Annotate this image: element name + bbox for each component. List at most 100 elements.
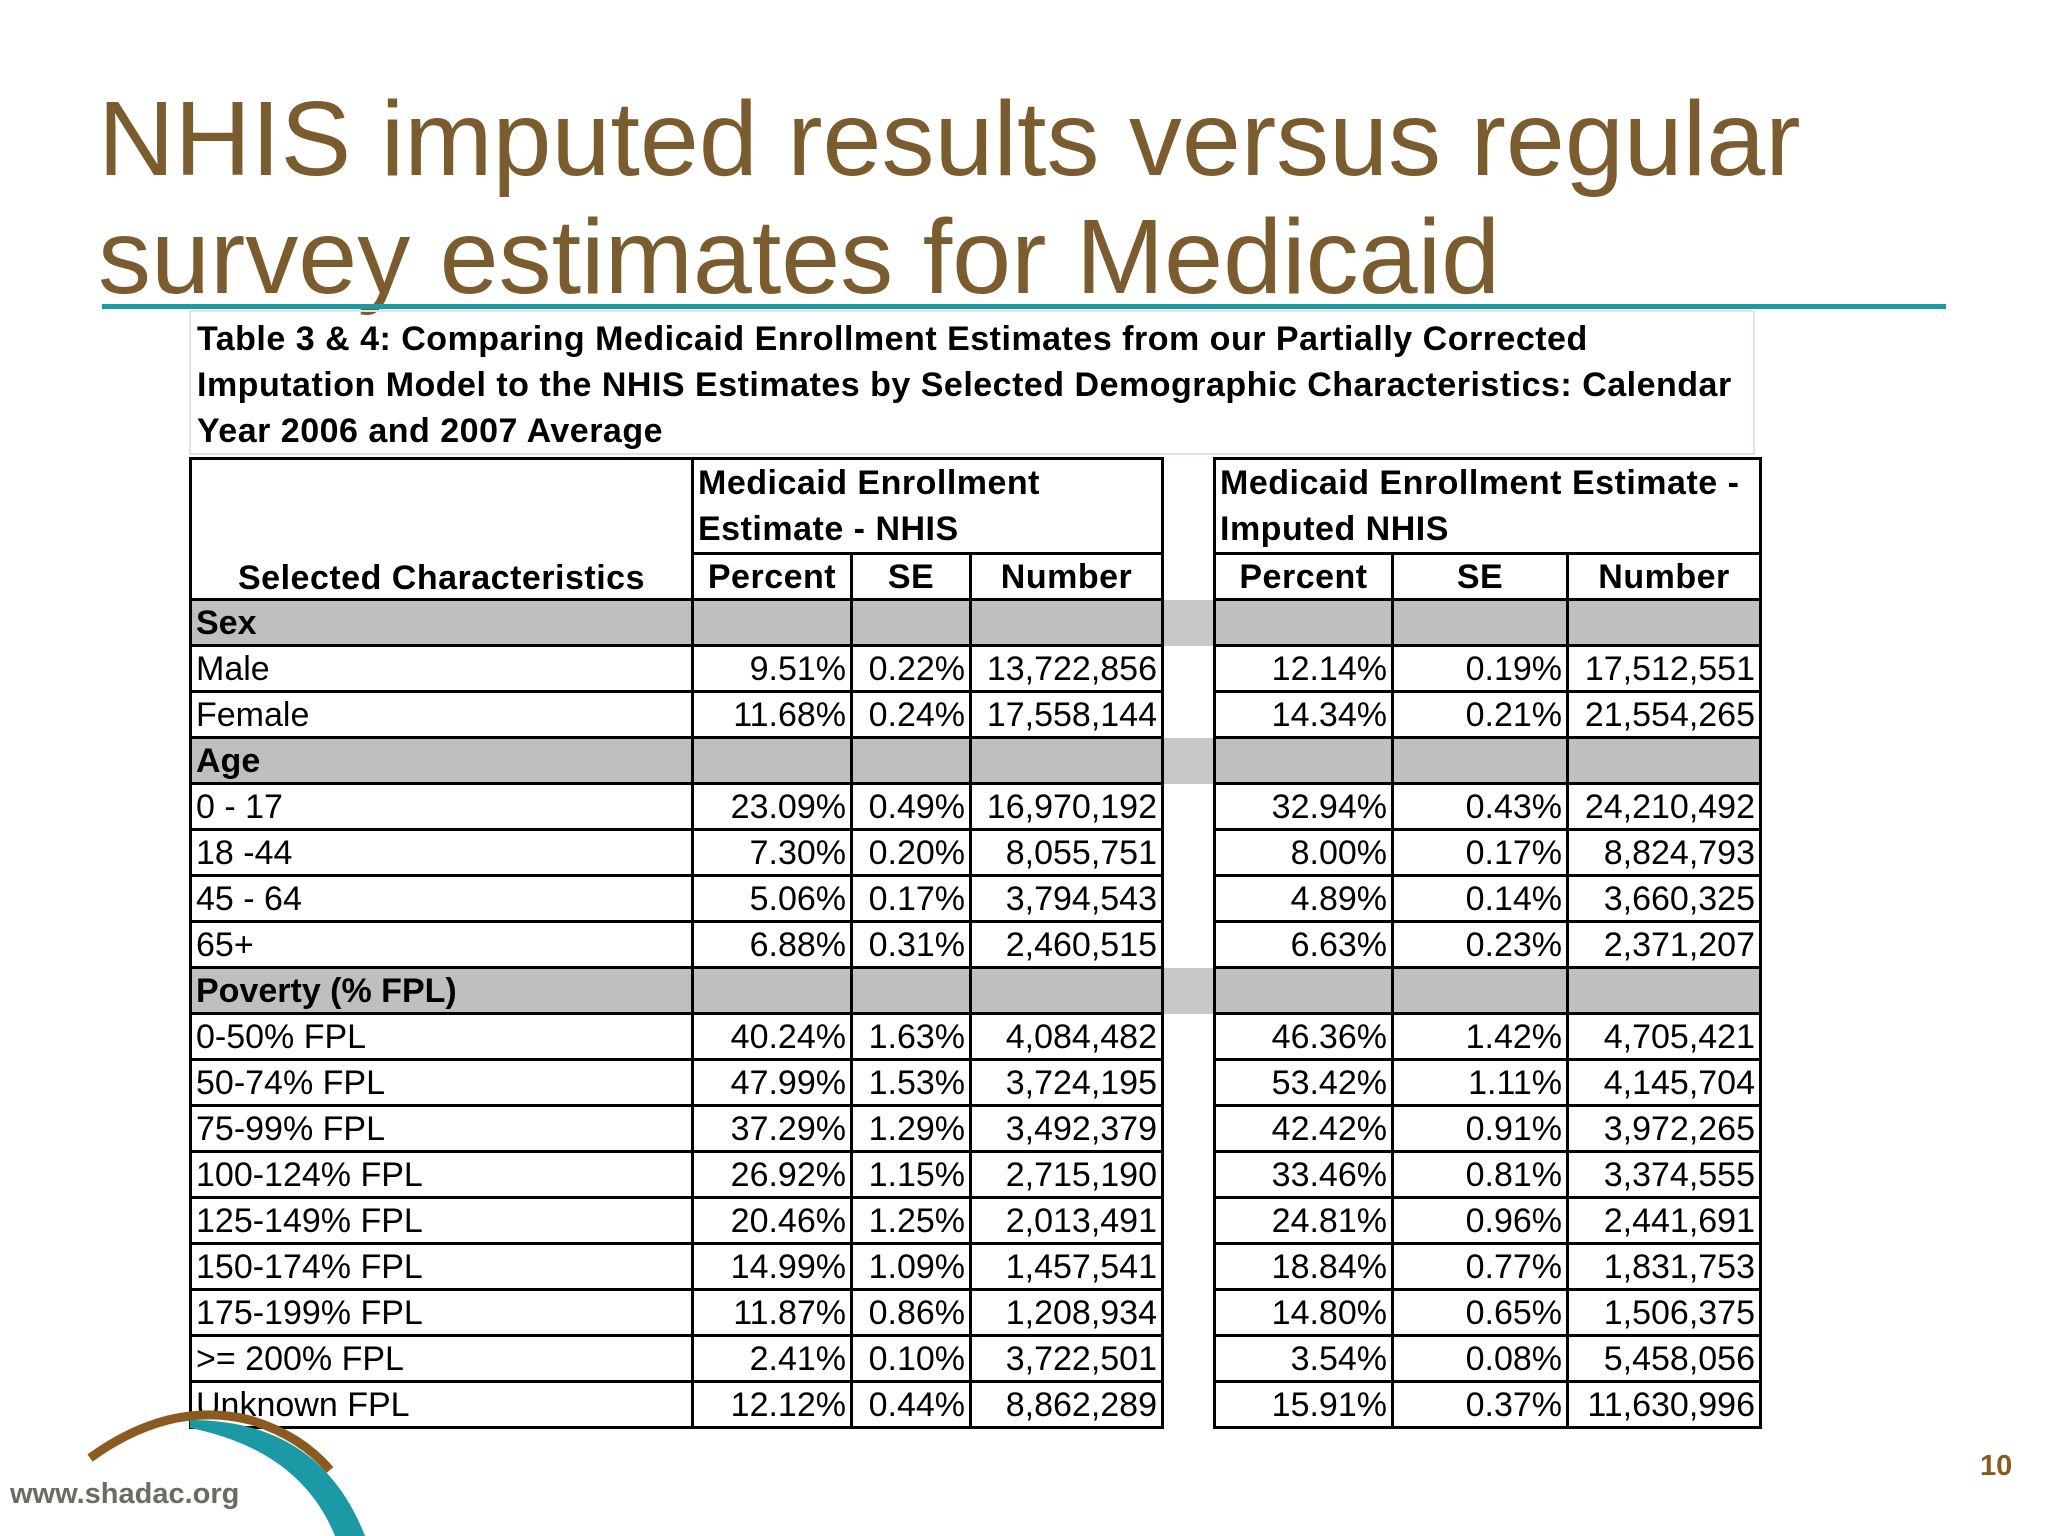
cell: 0.31% xyxy=(850,920,972,969)
cell: 0.19% xyxy=(1391,644,1569,693)
row-label: 65+ xyxy=(189,920,694,969)
cell: 0.65% xyxy=(1391,1288,1569,1337)
cell: 4,084,482 xyxy=(969,1012,1164,1061)
gap xyxy=(1161,691,1216,738)
row-label: 50-74% FPL xyxy=(189,1058,694,1107)
column-header: SE xyxy=(850,552,972,601)
cell: 3,492,379 xyxy=(969,1104,1164,1153)
cell: 0.37% xyxy=(1391,1380,1569,1429)
cell: 3,794,543 xyxy=(969,874,1164,923)
group-header: Medicaid Enrollment Estimate - Imputed N… xyxy=(1213,457,1762,555)
cell: 17,512,551 xyxy=(1566,644,1762,693)
cell: 8,824,793 xyxy=(1566,828,1762,877)
section-label: Poverty (% FPL) xyxy=(189,966,694,1015)
slide-title: NHIS imputed results versus regular surv… xyxy=(98,80,1801,316)
table-caption: Table 3 & 4: Comparing Medicaid Enrollme… xyxy=(189,310,1755,455)
cell: 8.00% xyxy=(1213,828,1394,877)
gap xyxy=(1161,1059,1216,1106)
section-row: Poverty (% FPL) xyxy=(189,966,1762,1015)
cell: 12.12% xyxy=(691,1380,853,1429)
gap xyxy=(1161,1243,1216,1290)
cell xyxy=(691,598,853,647)
cell xyxy=(1566,736,1762,785)
gap xyxy=(1161,737,1216,784)
row-label: 150-174% FPL xyxy=(189,1242,694,1291)
data-row: 0 - 17 23.09% 0.49% 16,970,192 32.94% 0.43% 24… xyxy=(189,782,1762,831)
cell: 1.15% xyxy=(850,1150,972,1199)
cell: 1,208,934 xyxy=(969,1288,1164,1337)
cell: 1,457,541 xyxy=(969,1242,1164,1291)
group-header-row: Selected Characteristics Medicaid Enroll… xyxy=(189,457,1762,601)
section-label: Age xyxy=(189,736,694,785)
row-label: >= 200% FPL xyxy=(189,1334,694,1383)
data-row: Female 11.68% 0.24% 17,558,144 14.34% 0.21% 21… xyxy=(189,690,1762,739)
cell xyxy=(850,598,972,647)
gap xyxy=(1161,921,1216,968)
cell: 0.21% xyxy=(1391,690,1569,739)
cell: 2.41% xyxy=(691,1334,853,1383)
logo-arc xyxy=(87,1410,334,1473)
row-label: 0-50% FPL xyxy=(189,1012,694,1061)
cell: 0.20% xyxy=(850,828,972,877)
cell: 0.96% xyxy=(1391,1196,1569,1245)
gap xyxy=(1161,645,1216,692)
cell: 9.51% xyxy=(691,644,853,693)
cell: 0.81% xyxy=(1391,1150,1569,1199)
cell: 3,972,265 xyxy=(1566,1104,1762,1153)
cell: 6.63% xyxy=(1213,920,1394,969)
cell: 1,506,375 xyxy=(1566,1288,1762,1337)
data-row: Male 9.51% 0.22% 13,722,856 12.14% 0.19% 17,51… xyxy=(189,644,1762,693)
cell: 0.44% xyxy=(850,1380,972,1429)
cell: 1.29% xyxy=(850,1104,972,1153)
cell: 0.22% xyxy=(850,644,972,693)
page-number: 10 xyxy=(1980,1450,2013,1482)
data-row: 175-199% FPL 11.87% 0.86% 1,208,934 14.80% 0.… xyxy=(189,1288,1762,1337)
cell: 2,441,691 xyxy=(1566,1196,1762,1245)
data-row: Unknown FPL 12.12% 0.44% 8,862,289 15.91% 0.3… xyxy=(189,1380,1762,1429)
cell: 37.29% xyxy=(691,1104,853,1153)
data-row: 50-74% FPL 47.99% 1.53% 3,724,195 53.42% 1.11… xyxy=(189,1058,1762,1107)
cell: 2,715,190 xyxy=(969,1150,1164,1199)
section-label: Sex xyxy=(189,598,694,647)
cell: 6.88% xyxy=(691,920,853,969)
row-label: Male xyxy=(189,644,694,693)
gap xyxy=(1161,599,1216,646)
data-row: >= 200% FPL 2.41% 0.10% 3,722,501 3.54% 0.08%… xyxy=(189,1334,1762,1383)
cell: 0.17% xyxy=(850,874,972,923)
group-header: Medicaid Enrollment Estimate - NHIS xyxy=(691,457,1164,555)
cell: 1.53% xyxy=(850,1058,972,1107)
cell: 23.09% xyxy=(691,782,853,831)
cell: 16,970,192 xyxy=(969,782,1164,831)
data-row: 75-99% FPL 37.29% 1.29% 3,492,379 42.42% 0.91… xyxy=(189,1104,1762,1153)
data-row: 18 -44 7.30% 0.20% 8,055,751 8.00% 0.17% 8,824… xyxy=(189,828,1762,877)
data-table: Selected Characteristics Medicaid Enroll… xyxy=(189,457,1762,1429)
cell xyxy=(969,736,1164,785)
cell: 0.17% xyxy=(1391,828,1569,877)
logo xyxy=(87,1410,365,1536)
cell: 14.80% xyxy=(1213,1288,1394,1337)
row-label: 175-199% FPL xyxy=(189,1288,694,1337)
row-label: 100-124% FPL xyxy=(189,1150,694,1199)
row-label: Female xyxy=(189,690,694,739)
column-header: Percent xyxy=(1213,552,1394,601)
cell xyxy=(850,966,972,1015)
cell: 18.84% xyxy=(1213,1242,1394,1291)
cell xyxy=(691,736,853,785)
cell: 0.23% xyxy=(1391,920,1569,969)
logo-arc xyxy=(190,1420,365,1536)
cell xyxy=(1566,966,1762,1015)
cell: 0.24% xyxy=(850,690,972,739)
cell: 11.87% xyxy=(691,1288,853,1337)
gap xyxy=(1161,1381,1216,1428)
column-header: Number xyxy=(969,552,1164,601)
section-row: Sex xyxy=(189,598,1762,647)
gap xyxy=(1161,829,1216,876)
gap xyxy=(1161,875,1216,922)
cell: 4,145,704 xyxy=(1566,1058,1762,1107)
cell: 40.24% xyxy=(691,1012,853,1061)
data-row: 100-124% FPL 26.92% 1.15% 2,715,190 33.46% 0.… xyxy=(189,1150,1762,1199)
cell xyxy=(1213,736,1394,785)
cell: 0.43% xyxy=(1391,782,1569,831)
cell: 13,722,856 xyxy=(969,644,1164,693)
